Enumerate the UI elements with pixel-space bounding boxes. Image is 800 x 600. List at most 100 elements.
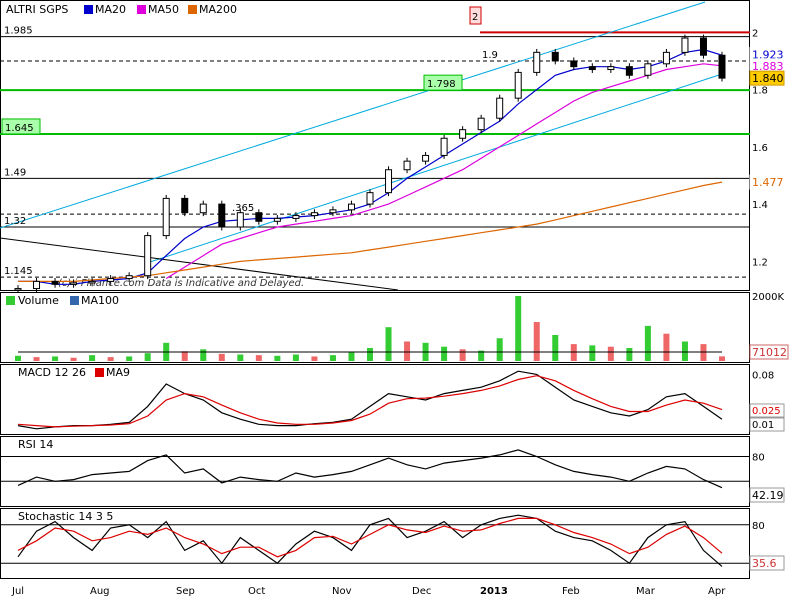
stochastic-title: Stochastic 14 3 5 <box>18 510 113 523</box>
volume-bar-6 <box>126 356 133 361</box>
price-candle-23 <box>440 137 448 156</box>
macd-title: MACD 12 26 <box>18 366 86 379</box>
volume-bar-2 <box>52 356 59 361</box>
hline-label-3: 1.645 <box>5 123 34 134</box>
price-candle-24 <box>459 129 467 139</box>
x-label-9: Apr <box>708 586 726 597</box>
x-label-6: 2013 <box>480 586 508 597</box>
volume-title: Volume <box>18 294 59 307</box>
volume-bar-20 <box>385 327 392 361</box>
price-ytick-2: 1.6 <box>752 143 768 154</box>
price-candle-14 <box>273 217 281 222</box>
price-candle-2 <box>51 280 59 285</box>
volume-bar-35 <box>663 333 670 361</box>
price-candle-30 <box>570 60 578 68</box>
sto-lines-series-1 <box>17 517 723 558</box>
legend-ma100: MA100 <box>81 294 119 307</box>
price-title: ALTRI SGPS <box>6 3 68 16</box>
volume-bar-0 <box>15 355 21 361</box>
price-panel: ALTRI SGPS MA20 MA50 MA200 (c) i-Finance… <box>0 0 750 293</box>
macd-panel: MACD 12 26 MA9 <box>0 364 750 435</box>
hline-label-0: 1.985 <box>4 26 33 37</box>
price-candle-28 <box>533 51 541 73</box>
volume-bar-3 <box>70 357 77 361</box>
price-ytick-0: 2 <box>752 28 758 39</box>
downtrend-line <box>0 237 399 291</box>
price-candle-0 <box>14 288 22 291</box>
volume-bar-14 <box>274 355 281 361</box>
volume-last-box <box>749 344 789 360</box>
price-tag-1: 1.883 <box>752 60 784 73</box>
price-candle-37 <box>699 37 707 56</box>
sto-lines-ytick-0: 80 <box>752 521 765 532</box>
volume-bar-12 <box>237 354 244 361</box>
series-ma200-line <box>18 181 723 282</box>
volume-bar-37 <box>700 344 707 361</box>
price-candle-13 <box>255 212 263 222</box>
price-candle-10 <box>199 203 207 214</box>
price-candle-38 <box>718 54 726 79</box>
stochastic-last: 35.6 <box>752 557 777 570</box>
legend-ma20-swatch <box>84 5 93 14</box>
rsi-last: 42.19 <box>752 489 784 502</box>
volume-panel: Volume MA100 <box>0 292 750 363</box>
price-tag-2: 1.840 <box>752 72 784 85</box>
price-candle-11 <box>218 203 226 228</box>
macd-tag-1: 0.01 <box>752 420 774 431</box>
legend-ma100-swatch <box>70 296 79 305</box>
rsi-panel: RSI 14 <box>0 436 750 507</box>
price-candle-35 <box>662 51 670 65</box>
volume-bar-16 <box>311 356 318 361</box>
volume-bar-23 <box>441 346 448 361</box>
macd-lines-ytick-0: 0.08 <box>752 370 774 381</box>
x-label-8: Mar <box>636 586 656 597</box>
hline-label-1: 1.9 <box>482 50 498 61</box>
stochastic-last-box <box>749 555 785 571</box>
price-candle-25 <box>477 117 485 131</box>
price-tag-3: 1.477 <box>752 176 784 189</box>
data-disclaimer: (c) i-Finance.com Data is Indicative and… <box>58 278 304 289</box>
volume-bar-19 <box>367 348 373 361</box>
channel-lower <box>149 73 723 263</box>
price-candle-33 <box>625 66 633 76</box>
hline-label-6: 1.145 <box>4 266 33 277</box>
volume-bar-32 <box>607 346 614 361</box>
price-candle-31 <box>588 66 596 71</box>
stochastic-panel: Stochastic 14 3 5 <box>0 508 750 579</box>
volume-bar-11 <box>218 353 225 361</box>
x-label-3: Oct <box>248 586 265 597</box>
rsi-title: RSI 14 <box>18 438 53 451</box>
price-candle-27 <box>514 71 522 99</box>
price-candle-21 <box>403 160 411 171</box>
volume-bar-26 <box>496 338 503 361</box>
x-label-2: Sep <box>176 586 195 597</box>
price-candle-19 <box>366 192 374 205</box>
annotation-box <box>469 6 482 25</box>
hline-label-5: 1.32 <box>4 216 26 227</box>
price-candle-12 <box>236 212 244 228</box>
volume-bar-24 <box>459 349 466 361</box>
price-candle-26 <box>496 97 504 119</box>
macd-lines-series-0 <box>17 370 723 430</box>
legend-ma50-swatch <box>137 5 146 14</box>
volume-ytick: 2000K <box>752 292 784 303</box>
volume-bar-5 <box>107 357 114 361</box>
channel-upper <box>0 1 706 229</box>
price-candle-15 <box>292 215 300 219</box>
price-candle-32 <box>607 66 615 71</box>
volume-bar-17 <box>329 355 336 361</box>
legend-volume-swatch <box>6 296 15 305</box>
price-candle-36 <box>681 37 689 53</box>
price-candle-17 <box>329 209 337 214</box>
volume-bar-1 <box>33 357 40 361</box>
volume-bar-38 <box>719 356 725 361</box>
hline-label-box-3 <box>1 118 41 135</box>
price-candle-5 <box>107 278 115 282</box>
rsi-lines-ytick-0: 80 <box>752 453 765 464</box>
hline-label-4: 1.49 <box>4 167 26 178</box>
price-candle-16 <box>310 212 318 217</box>
legend-ma9-swatch <box>95 368 104 377</box>
price-tag-box-3 <box>749 174 785 190</box>
rsi-lines-series-0 <box>17 449 723 489</box>
